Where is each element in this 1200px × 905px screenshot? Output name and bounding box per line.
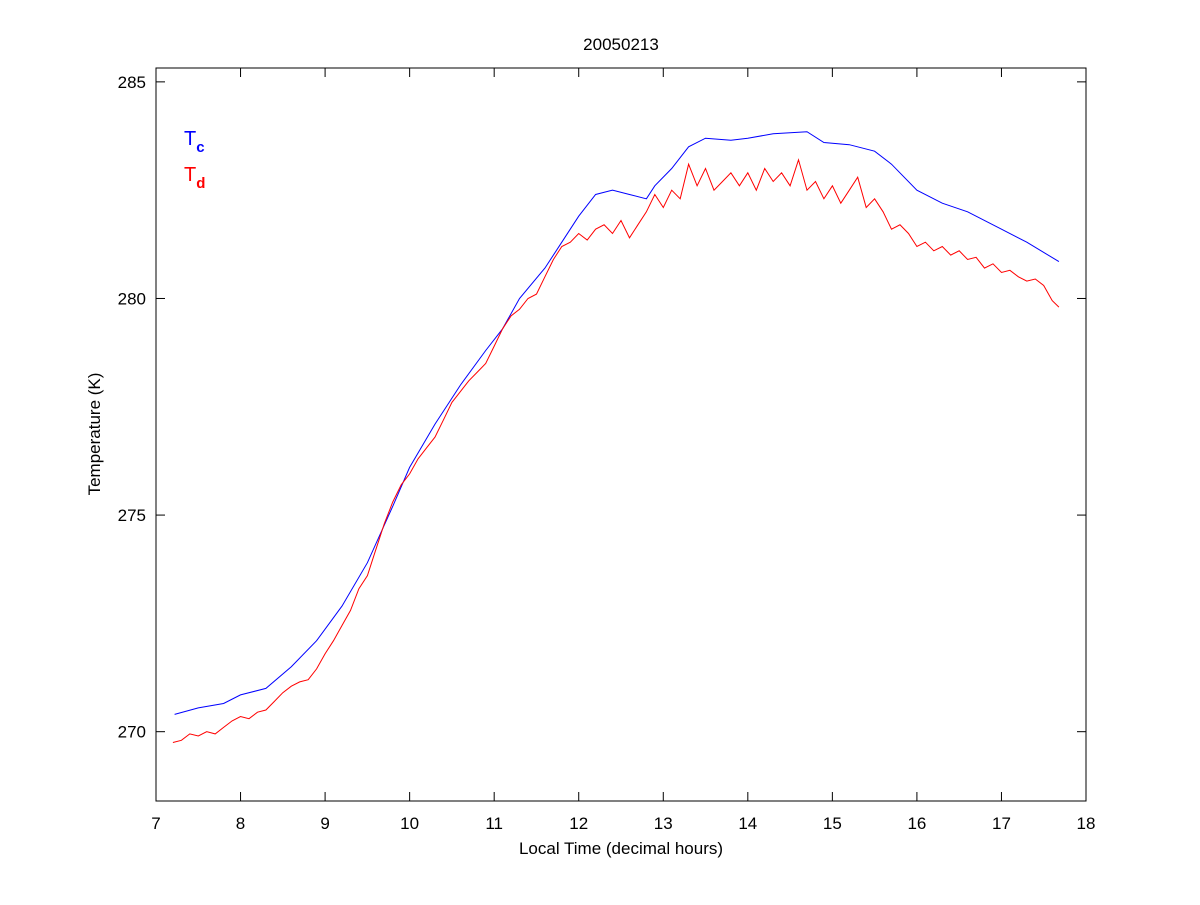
plot-area-frame	[155, 67, 1087, 802]
x-tick-label: 13	[654, 814, 673, 833]
y-tick-label: 270	[118, 723, 146, 742]
x-tick-label: 7	[151, 814, 160, 833]
x-tick-label: 8	[236, 814, 245, 833]
x-tick-label: 9	[320, 814, 329, 833]
legend-tc: Tc	[184, 128, 205, 156]
y-tick-label: 275	[118, 506, 146, 525]
series-line-td	[172, 158, 1060, 743]
legend-td: Td	[184, 164, 205, 192]
x-tick-label: 11	[485, 814, 503, 833]
series-layer	[172, 131, 1060, 743]
x-tick-label: 12	[569, 814, 588, 833]
chart-title: 20050213	[583, 35, 659, 54]
legend: Tc Td	[184, 128, 205, 192]
x-tick-label: 10	[400, 814, 419, 833]
legend-td-main: T	[184, 164, 196, 186]
x-tick-label: 16	[907, 814, 926, 833]
legend-tc-sub: c	[196, 139, 204, 156]
y-tick-label: 280	[118, 289, 146, 308]
y-axis-label: Temperature (K)	[85, 373, 104, 496]
ticks-layer: 7 8 9 10 11 12 13 14 15 16 17 18 270 275 280 285	[118, 68, 1096, 833]
x-tick-label: 15	[823, 814, 842, 833]
y-tick-label: 285	[118, 73, 146, 92]
legend-td-sub: d	[196, 175, 205, 192]
x-axis-label: Local Time (decimal hours)	[519, 839, 723, 858]
series-line-tc	[174, 131, 1060, 715]
x-tick-label: 14	[738, 814, 757, 833]
x-tick-label: 17	[992, 814, 1011, 833]
legend-tc-main: T	[184, 128, 196, 150]
x-tick-label: 18	[1077, 814, 1096, 833]
